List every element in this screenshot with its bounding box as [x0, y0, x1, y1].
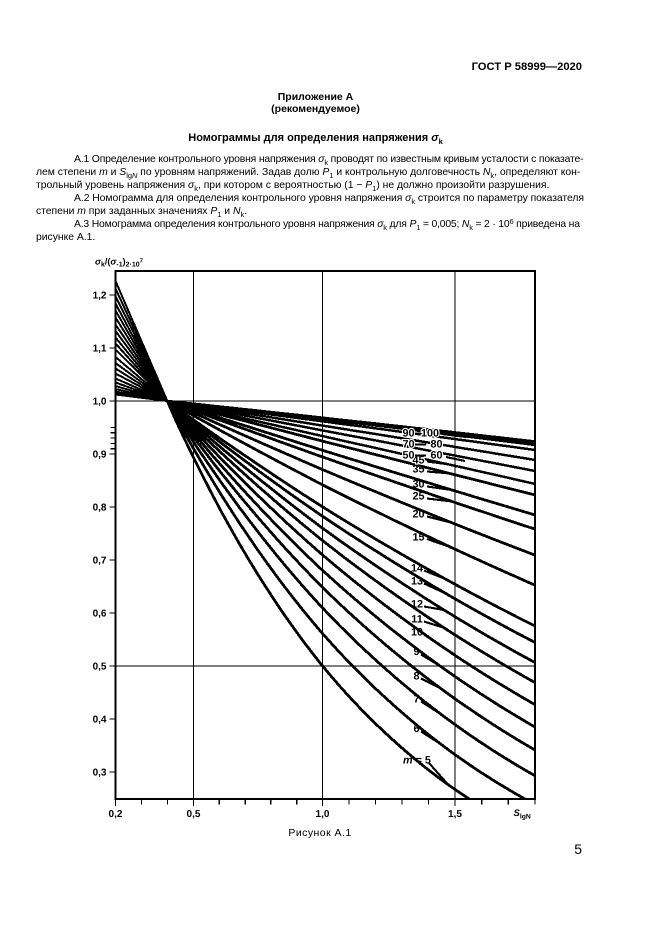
svg-text:10: 10	[411, 627, 423, 639]
svg-text:14: 14	[411, 563, 423, 575]
svg-text:80: 80	[430, 439, 442, 451]
svg-text:12: 12	[411, 599, 423, 611]
svg-text:0,5: 0,5	[187, 809, 201, 820]
svg-text:70: 70	[402, 439, 414, 451]
svg-text:1,2: 1,2	[93, 290, 107, 301]
svg-text:0,2: 0,2	[109, 809, 123, 820]
svg-text:45: 45	[412, 454, 424, 466]
svg-text:0,6: 0,6	[93, 608, 107, 619]
svg-text:100: 100	[421, 428, 439, 440]
svg-text:0,7: 0,7	[93, 555, 107, 566]
svg-text:60: 60	[430, 450, 442, 462]
svg-text:0,3: 0,3	[93, 767, 107, 778]
svg-text:90: 90	[402, 428, 414, 440]
svg-text:0,4: 0,4	[93, 714, 107, 725]
svg-text:50: 50	[402, 450, 414, 462]
svg-text:SlgN: SlgN	[514, 808, 531, 821]
svg-text:6: 6	[413, 723, 419, 735]
svg-text:1,0: 1,0	[93, 396, 107, 407]
svg-text:m = 5: m = 5	[403, 755, 431, 767]
svg-text:9: 9	[413, 646, 419, 658]
svg-text:35: 35	[412, 464, 424, 476]
svg-text:1,0: 1,0	[316, 809, 330, 820]
svg-text:1,1: 1,1	[93, 343, 107, 354]
svg-text:100: 100	[421, 428, 439, 440]
svg-text:0,5: 0,5	[93, 661, 107, 672]
svg-text:30: 30	[412, 479, 424, 491]
svg-text:0,9: 0,9	[93, 449, 107, 460]
svg-text:13: 13	[411, 576, 423, 588]
svg-text:8: 8	[413, 671, 419, 683]
svg-text:60: 60	[430, 450, 442, 462]
svg-text:90: 90	[402, 428, 414, 440]
svg-text:15: 15	[412, 532, 424, 544]
svg-text:0,8: 0,8	[93, 502, 107, 513]
svg-text:70: 70	[402, 439, 414, 451]
svg-text:25: 25	[412, 491, 424, 503]
svg-text:45: 45	[412, 454, 424, 466]
svg-text:50: 50	[402, 450, 414, 462]
svg-text:11: 11	[411, 614, 422, 626]
svg-text:σk/(σ-1)2·107: σk/(σ-1)2·107	[95, 257, 144, 269]
svg-text:1,5: 1,5	[448, 809, 462, 820]
svg-text:20: 20	[412, 509, 424, 521]
svg-text:80: 80	[430, 439, 442, 451]
svg-text:7: 7	[413, 694, 419, 706]
